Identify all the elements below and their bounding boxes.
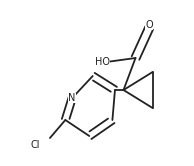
Text: Cl: Cl [31, 140, 40, 150]
Text: O: O [145, 20, 153, 30]
Text: HO: HO [95, 57, 110, 67]
Text: N: N [68, 93, 76, 103]
